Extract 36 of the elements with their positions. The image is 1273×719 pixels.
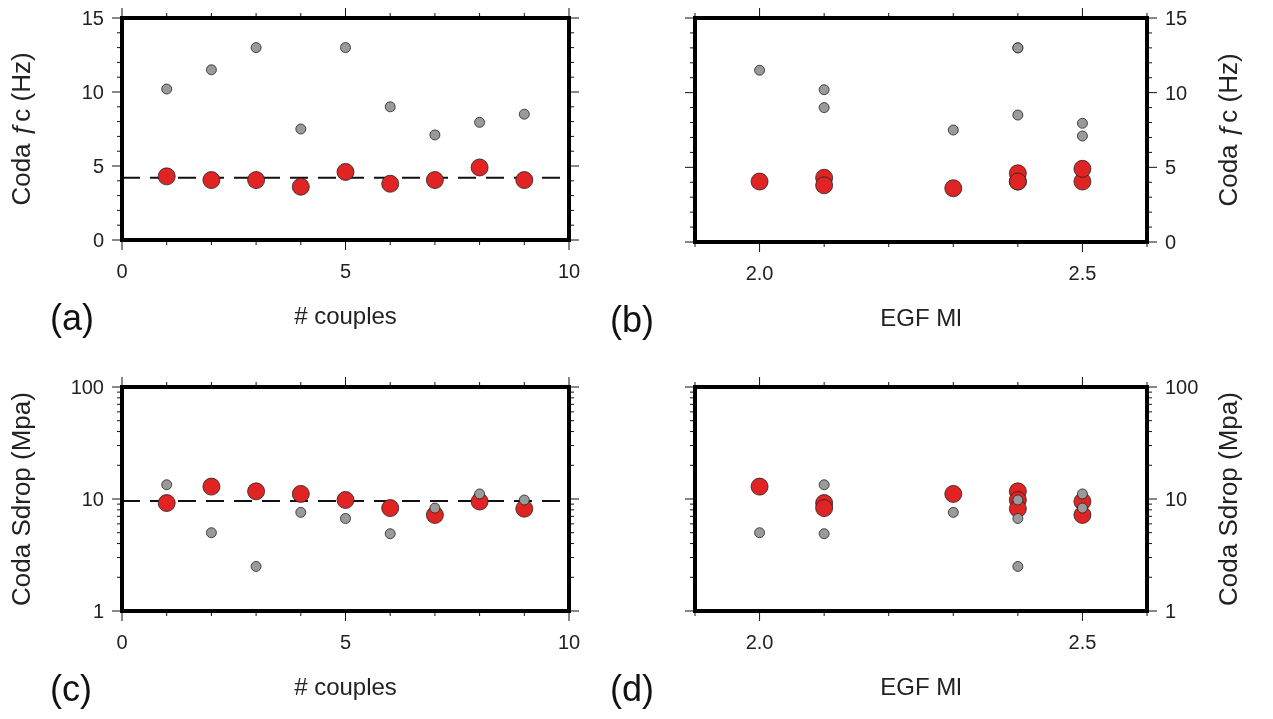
y-tick-label: 100 — [70, 376, 104, 398]
text: (d) — [610, 668, 654, 709]
x-tick-label: 2.0 — [745, 262, 774, 284]
x-tick-label: 2.5 — [1068, 262, 1097, 284]
x-axis-title: # couples — [294, 673, 397, 700]
y-tick-label: 15 — [1165, 7, 1188, 29]
y-axis-title: Coda ƒc (Hz) — [1213, 53, 1243, 207]
y-tick-label: 10 — [81, 81, 104, 103]
y-tick-label: 15 — [81, 7, 104, 29]
y-tick-label: 10 — [81, 488, 104, 510]
y-axis-title: Coda Sdrop (Mpa) — [1213, 392, 1243, 606]
x-tick-label: 5 — [339, 260, 352, 282]
x-axis-title: EGF Ml — [880, 304, 962, 331]
x-tick-label: 2.5 — [1068, 631, 1097, 653]
y-axis-title: Coda ƒc (Hz) — [6, 52, 36, 206]
y-tick-label: 0 — [1165, 231, 1177, 253]
y-tick-label: 10 — [1165, 488, 1188, 510]
x-tick-label: 10 — [557, 260, 581, 282]
x-tick-label: 10 — [557, 631, 581, 653]
y-tick-label: 0 — [92, 229, 104, 251]
y-tick-label: 10 — [1165, 81, 1188, 104]
y-tick-label: 1 — [92, 600, 104, 622]
x-tick-label: 5 — [339, 631, 352, 653]
text: (b) — [610, 299, 654, 340]
y-tick-label: 5 — [92, 155, 104, 177]
text: (a) — [50, 297, 94, 338]
y-tick-label: 100 — [1165, 376, 1199, 398]
x-tick-label: 0 — [116, 260, 128, 282]
x-tick-label: 2.0 — [745, 631, 774, 653]
x-axis-title: EGF Ml — [880, 673, 962, 700]
x-tick-label: 0 — [116, 631, 128, 653]
y-tick-label: 5 — [1165, 156, 1177, 179]
y-axis-title: Coda Sdrop (Mpa) — [6, 392, 36, 606]
x-axis-title: # couples — [294, 302, 397, 329]
text: (c) — [50, 668, 92, 709]
y-tick-label: 1 — [1165, 600, 1177, 622]
